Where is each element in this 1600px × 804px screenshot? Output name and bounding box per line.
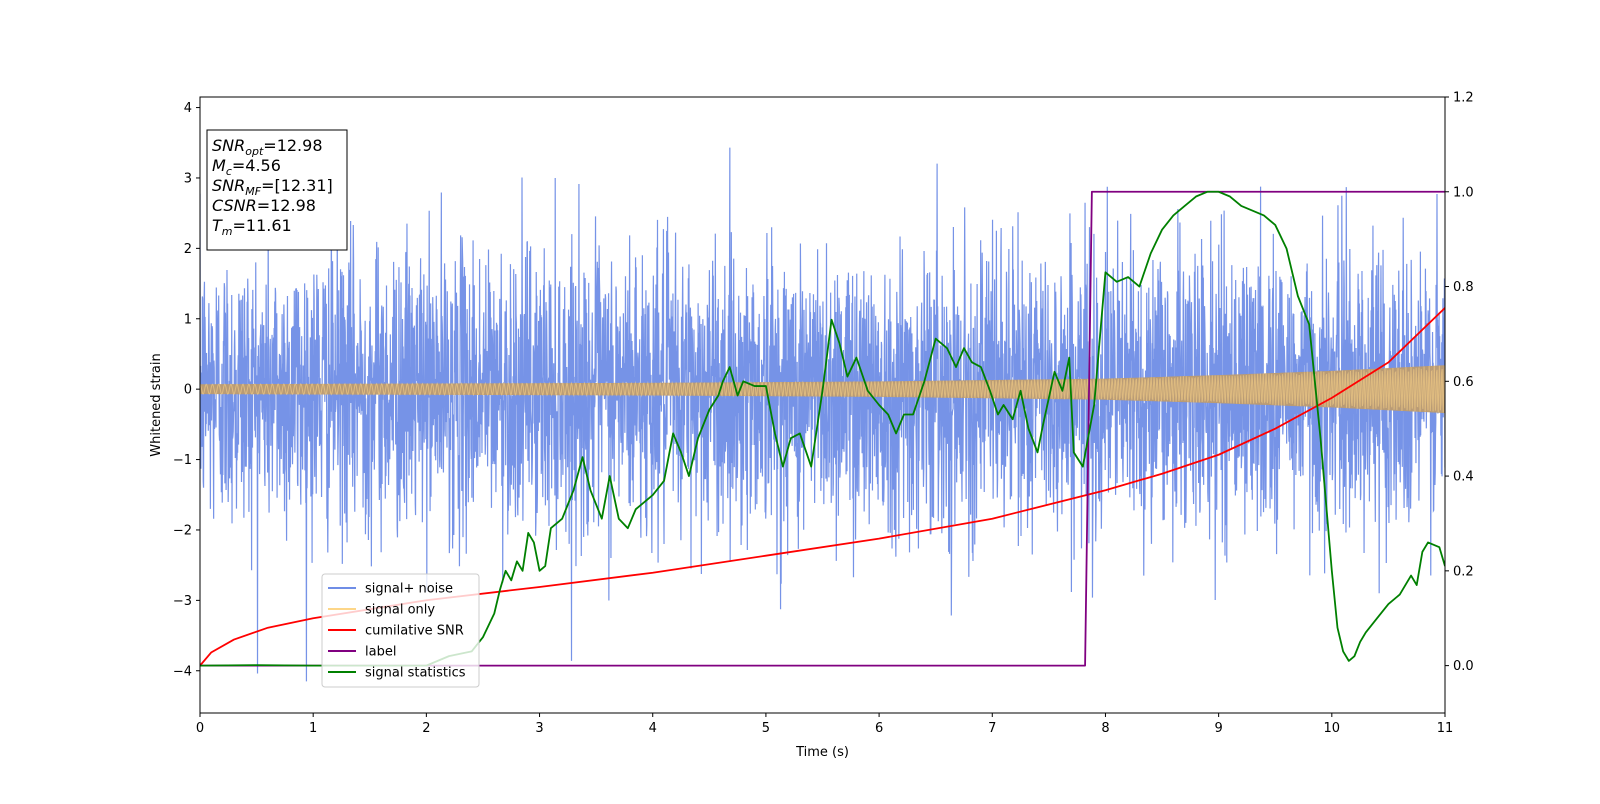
y-tick-label: 1 [184,312,192,327]
x-tick-label: 10 [1324,721,1341,736]
y2-tick-label: 0.4 [1453,470,1474,485]
series-signal-noise-line [200,147,1445,682]
y-tick-label: 3 [184,171,192,186]
x-tick-label: 9 [1214,721,1222,736]
axes-frame [199,96,1446,714]
series-cumilative-snr-line [200,307,1445,667]
y-tick-label: −1 [173,453,192,468]
info-box-frame [206,129,348,251]
y-tick-label: 0 [184,383,192,398]
tick-layer: 0 1 2 3 4 5 6 7 8 9 10 11 −4 −3 −2 −1 0 1 2 3 4 0.0 0.2 0.4 0.6 0… [173,91,1474,737]
info-line: Tm=11.61 [212,216,292,238]
y-axis-label: Whitened strain [149,353,164,456]
series-label-line [200,190,1445,667]
y-tick-label: 4 [184,101,192,116]
x-tick-label: 0 [196,721,204,736]
x-tick-label: 11 [1437,721,1454,736]
y2-tick-label: 0.2 [1453,564,1474,579]
x-axis-label: Time (s) [795,745,849,760]
series-signal-statistics-line [200,190,1445,667]
info-line: SNRMF=[12.31] [212,176,333,198]
x-tick-label: 4 [649,721,657,736]
legend-label: cumilative SNR [365,624,464,639]
info-box: SNRopt=12.98Mc=4.56SNRMF=[12.31]CSNR=12.… [206,129,348,251]
y-tick-label: 2 [184,242,192,257]
legend-frame [321,573,480,688]
legend: signal+ noise signal only cumilative SNR la… [321,573,480,688]
y2-tick-label: 1.2 [1453,91,1474,106]
y2-tick-label: 0.8 [1453,280,1474,295]
y2-tick-label: 0.6 [1453,375,1474,390]
x-tick-label: 7 [988,721,996,736]
legend-label: signal only [365,603,435,618]
x-tick-label: 3 [535,721,543,736]
y2-tick-label: 1.0 [1453,185,1474,200]
info-line: CSNR=12.98 [212,196,316,215]
x-tick-label: 8 [1101,721,1109,736]
plot-area [200,147,1445,682]
info-line: SNRopt=12.98 [212,136,323,158]
legend-label: signal+ noise [365,582,453,597]
legend-label: label [365,645,396,660]
y2-tick-label: 0.0 [1453,659,1474,674]
y-tick-label: −2 [173,523,192,538]
x-tick-label: 2 [422,721,430,736]
x-tick-label: 5 [762,721,770,736]
x-tick-label: 1 [309,721,317,736]
legend-label: signal statistics [365,666,466,681]
y-tick-label: −4 [173,664,192,679]
info-line: Mc=4.56 [212,156,281,178]
y-tick-label: −3 [173,594,192,609]
x-tick-label: 6 [875,721,883,736]
